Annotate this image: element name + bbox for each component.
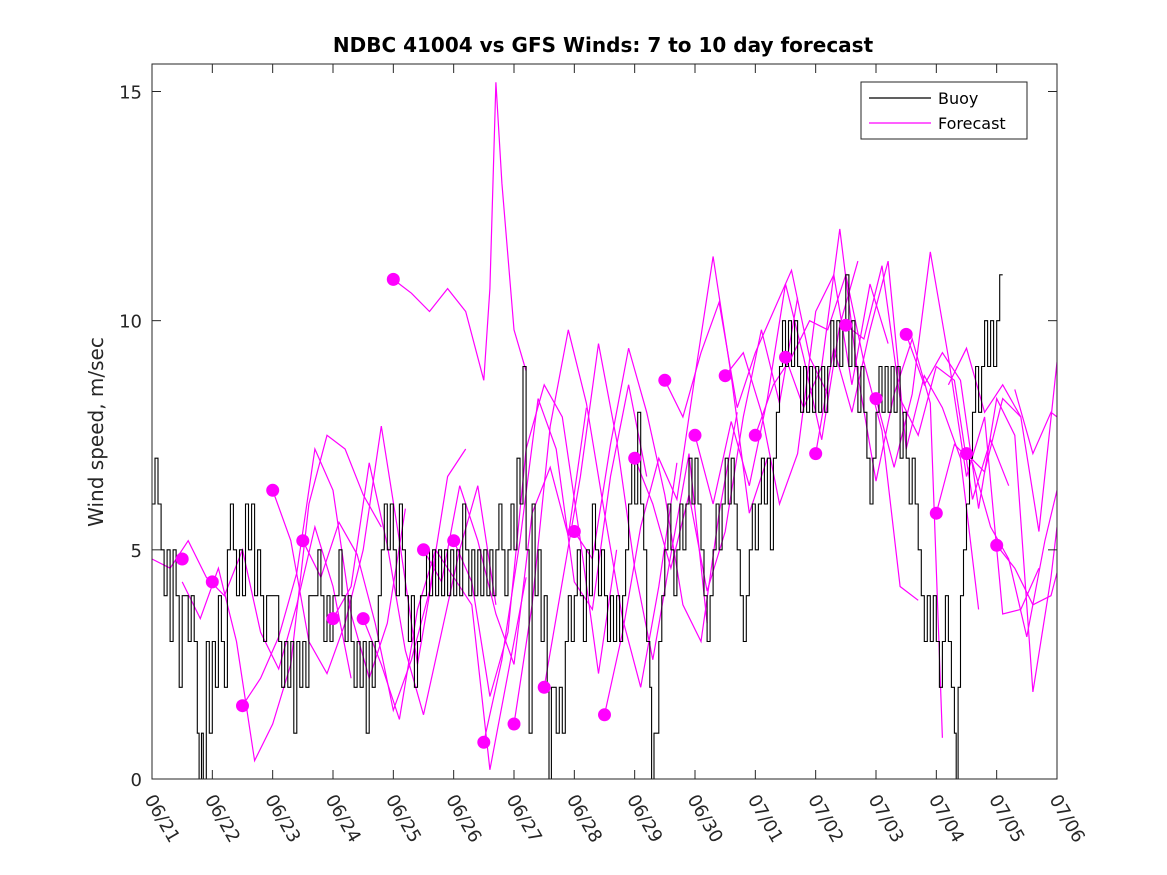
- forecast-line-17: [664, 268, 829, 419]
- forecast-marker-7: [356, 612, 370, 626]
- forecast-marker-28: [990, 538, 1004, 552]
- legend: Buoy Forecast: [860, 81, 1028, 140]
- forecast-marker-1: [175, 552, 189, 566]
- forecast-marker-5: [296, 534, 310, 548]
- forecast-line-1: [152, 524, 352, 679]
- forecast-marker-25: [899, 327, 913, 341]
- forecast-marker-4: [266, 483, 280, 497]
- forecast-line-28: [996, 544, 1057, 606]
- forecast-marker-20: [748, 428, 762, 442]
- forecast-marker-24: [869, 392, 883, 406]
- forecast-marker-12: [507, 717, 521, 731]
- y-tick-label: 10: [119, 312, 142, 333]
- forecast-line-5: [302, 448, 467, 713]
- forecast-marker-6: [326, 612, 340, 626]
- y-tick-label: 5: [131, 541, 142, 562]
- forecast-line-20: [754, 272, 919, 601]
- forecast-line-11: [483, 384, 648, 743]
- forecast-marker-9: [417, 543, 430, 557]
- forecast-line-15: [603, 256, 768, 715]
- forecast-marker-23: [839, 318, 853, 332]
- forecast-marker-13: [537, 680, 551, 694]
- forecast-marker-16: [628, 451, 642, 465]
- forecast-line-12: [513, 329, 678, 725]
- forecast-marker-11: [477, 735, 491, 749]
- forecast-line-3: [241, 446, 406, 707]
- y-axis-label: Wind speed, m/sec: [84, 337, 108, 527]
- forecast-marker-22: [809, 447, 823, 461]
- buoy-line: [152, 274, 1003, 779]
- forecast-marker-14: [567, 525, 581, 538]
- forecast-line-30: [1014, 389, 1057, 456]
- forecast-marker-3: [236, 699, 249, 713]
- legend-box: [860, 81, 1028, 140]
- forecast-line-8: [392, 82, 527, 381]
- forecast-marker-26: [929, 506, 943, 520]
- forecast-marker-10: [447, 534, 461, 548]
- forecast-line-27: [966, 361, 1057, 532]
- forecast-line-22: [815, 260, 980, 610]
- forecast-line-10: [453, 383, 618, 697]
- axes-box: [151, 63, 1058, 780]
- forecast-marker-8: [386, 272, 400, 286]
- forecast-line-29: [947, 346, 1022, 418]
- forecast-marker-17: [658, 373, 672, 387]
- forecast-marker-18: [688, 428, 702, 442]
- forecast-line-16: [634, 297, 799, 592]
- forecast-line-25: [905, 334, 1057, 692]
- y-tick-label: 0: [131, 770, 142, 791]
- forecast-marker-2: [205, 575, 219, 589]
- forecast-marker-21: [779, 350, 792, 364]
- forecast-marker-15: [598, 708, 611, 722]
- forecast-line-14: [573, 348, 738, 644]
- chart-title: NDBC 41004 vs GFS Winds: 7 to 10 day for…: [333, 33, 874, 57]
- forecast-marker-19: [718, 369, 732, 383]
- legend-label-buoy: Buoy: [938, 89, 978, 108]
- forecast-line-18: [694, 260, 859, 505]
- forecast-marker-27: [960, 447, 973, 461]
- legend-label-forecast: Forecast: [938, 114, 1006, 133]
- plot-area: [152, 82, 1057, 779]
- y-tick-label: 15: [119, 83, 142, 104]
